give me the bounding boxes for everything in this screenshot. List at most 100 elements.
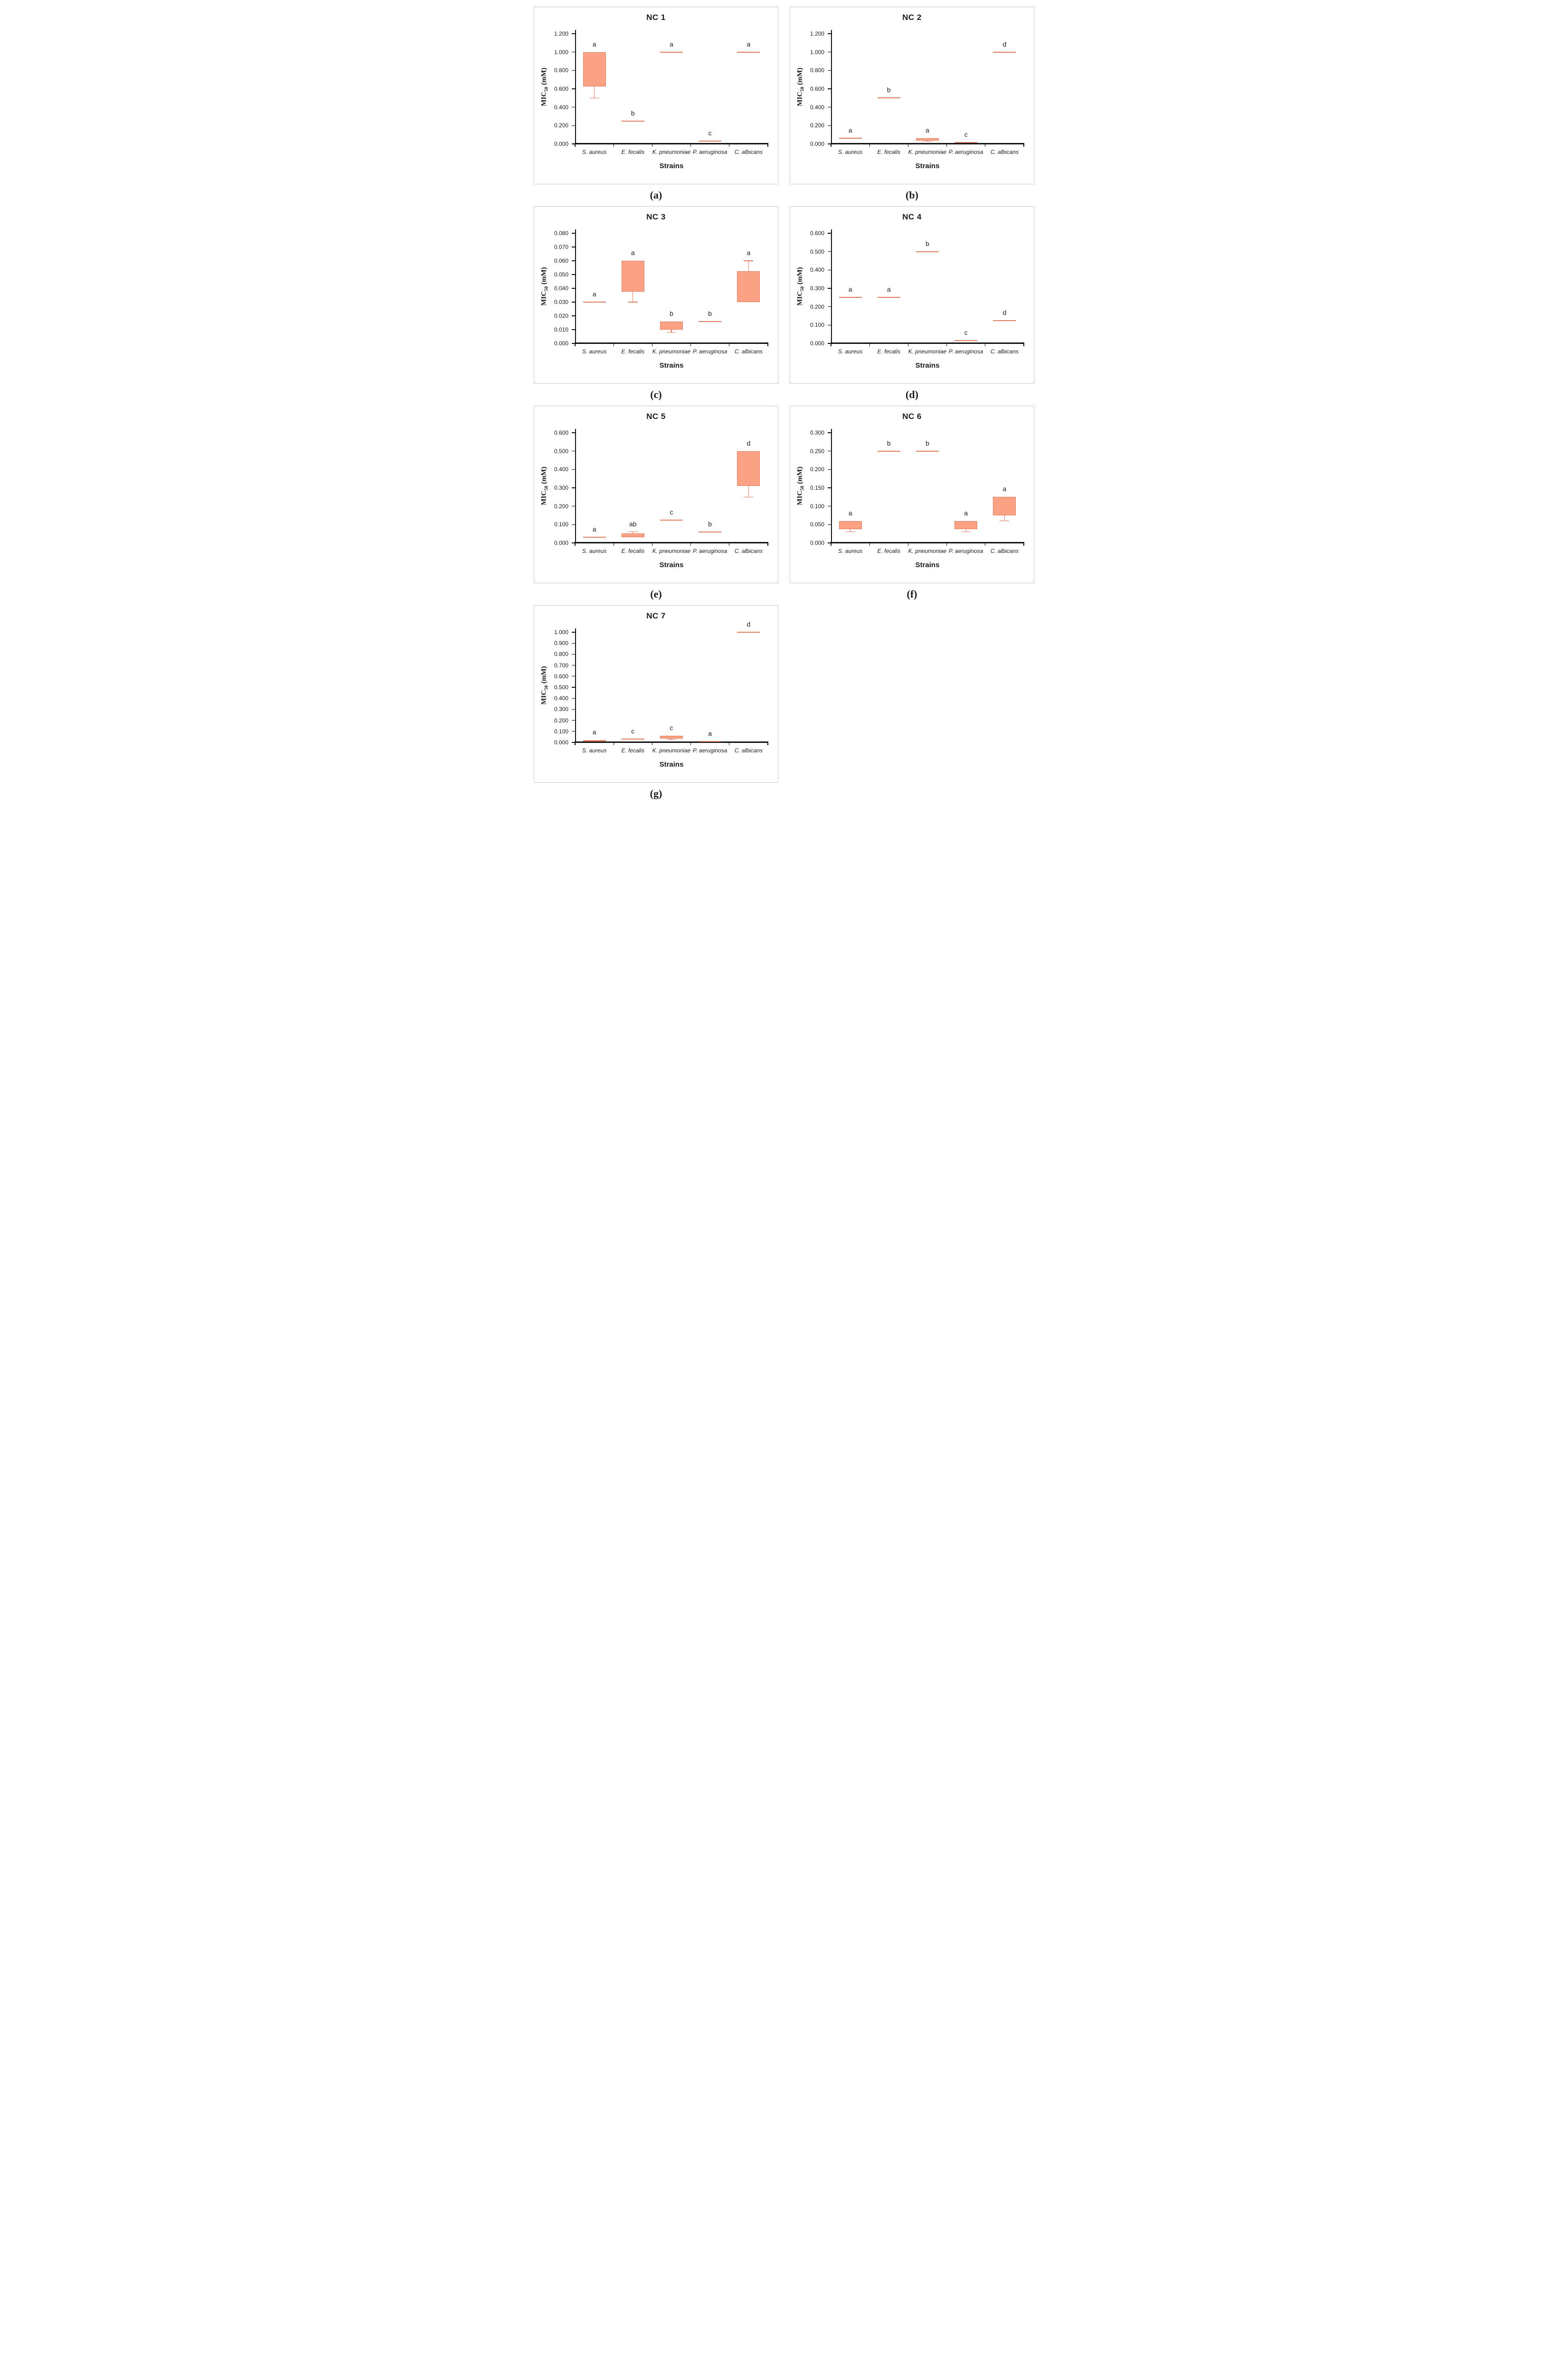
- x-axis-title: Strains: [659, 760, 684, 769]
- x-tick: [767, 343, 768, 346]
- x-axis-title: Strains: [915, 361, 940, 370]
- mic-line: [737, 51, 760, 53]
- strain-label: E. fecalis: [877, 149, 901, 155]
- sig-letter: b: [670, 309, 673, 317]
- mic-line: [916, 450, 939, 452]
- panel-caption: (g): [650, 788, 662, 799]
- panel-nc-5: NC 5 MIC50 (mM) 0.000 0.100 0.200 0.300 0.400 0…: [534, 406, 778, 583]
- x-tick: [946, 144, 947, 147]
- y-tick: [572, 260, 575, 261]
- y-tick-label: 0.100: [554, 728, 568, 735]
- x-tick: [946, 343, 947, 346]
- sig-letter: b: [926, 439, 929, 447]
- y-tick-label: 1.000: [554, 48, 568, 56]
- panel-caption: (c): [650, 389, 662, 400]
- y-tick-label: 0.000: [554, 540, 568, 546]
- y-tick-label: 0.400: [554, 466, 568, 473]
- y-tick: [572, 33, 575, 34]
- x-tick: [767, 742, 768, 745]
- mic-line: [583, 537, 606, 538]
- mic-line: [699, 321, 722, 322]
- y-tick-label: 0.600: [810, 229, 824, 237]
- x-tick: [869, 144, 870, 147]
- y-tick: [572, 125, 575, 126]
- panel-title: NC 5: [646, 412, 666, 421]
- strain-label: K. pneumoniae: [652, 348, 691, 355]
- strain-label: P. aeruginosa: [692, 149, 727, 155]
- y-tick-label: 0.080: [554, 230, 568, 237]
- panel-nc-4: NC 4 MIC50 (mM) 0.000 0.100 0.200 0.300 0.400 0…: [790, 206, 1034, 384]
- box: [737, 271, 760, 302]
- box: [954, 521, 978, 529]
- panel-nc-1: NC 1 MIC50 (mM) 0.000 0.200 0.400 0.600 0.800 1…: [534, 7, 778, 184]
- y-tick-label: 0.000: [810, 340, 824, 347]
- y-tick: [572, 274, 575, 275]
- sig-letter: a: [592, 40, 596, 48]
- y-tick-label: 0.800: [554, 67, 568, 74]
- mic-line: [993, 51, 1016, 53]
- x-axis-title: Strains: [659, 561, 684, 569]
- x-tick: [1023, 144, 1024, 147]
- strain-label: C. albicans: [734, 348, 763, 355]
- box: [839, 521, 862, 529]
- y-tick-label: 1.000: [554, 629, 568, 636]
- mic-line: [621, 738, 644, 740]
- y-tick-label: 0.020: [554, 313, 568, 319]
- mic-line: [954, 340, 978, 341]
- panel-cell-nc-2: NC 2 MIC50 (mM) 0.000 0.200 0.400 0.600 0.800 1…: [790, 7, 1034, 206]
- sig-letter: c: [964, 328, 968, 336]
- panel-nc-7: NC 7 MIC50 (mM) 0.000 0.100 0.200 0.300 0.400 0…: [534, 605, 778, 783]
- x-tick: [690, 543, 691, 546]
- strain-label: E. fecalis: [621, 548, 645, 554]
- x-axis-title: Strains: [915, 162, 940, 170]
- x-axis-line: [575, 542, 768, 543]
- y-axis-line: [575, 429, 576, 543]
- whisker-line: [594, 86, 595, 98]
- y-tick-label: 0.300: [554, 706, 568, 713]
- sig-letter: a: [1002, 485, 1007, 493]
- sig-letter: a: [848, 126, 852, 134]
- strain-label: C. albicans: [990, 548, 1019, 554]
- x-axis-title: Strains: [659, 162, 684, 170]
- y-tick-label: 1.000: [810, 48, 824, 56]
- mic-line: [877, 97, 900, 99]
- y-tick-label: 0.600: [554, 673, 568, 680]
- x-tick: [690, 144, 691, 147]
- panel-caption: (d): [906, 389, 918, 400]
- y-tick-label: 0.040: [554, 285, 568, 292]
- y-tick-label: 0.000: [554, 340, 568, 347]
- sig-letter: a: [926, 126, 929, 134]
- sig-letter: c: [670, 508, 673, 516]
- strain-label: P. aeruginosa: [948, 548, 983, 554]
- y-tick: [572, 432, 575, 433]
- sig-letter: a: [746, 249, 751, 256]
- sig-letter: a: [592, 290, 596, 298]
- y-tick-label: 0.000: [554, 141, 568, 147]
- x-axis-title: Strains: [659, 361, 684, 370]
- strain-label: C. albicans: [734, 747, 763, 754]
- y-tick-label: 0.700: [554, 662, 568, 669]
- strain-label: S. aureus: [582, 548, 607, 554]
- strain-label: K. pneumoniae: [652, 747, 691, 754]
- strain-label: E. fecalis: [621, 747, 645, 754]
- panel-title: NC 6: [902, 412, 922, 421]
- y-tick-label: 0.800: [810, 67, 824, 74]
- x-tick: [690, 343, 691, 346]
- y-tick: [828, 70, 831, 71]
- y-tick-label: 0.200: [810, 122, 824, 129]
- whisker-cap: [744, 260, 754, 261]
- y-tick: [572, 70, 575, 71]
- y-tick-label: 0.250: [810, 447, 824, 455]
- sig-letter: c: [964, 130, 968, 138]
- panel-title: NC 2: [902, 13, 922, 22]
- box: [583, 52, 606, 87]
- y-tick-label: 0.000: [554, 739, 568, 746]
- sig-letter: b: [887, 439, 891, 447]
- y-tick: [572, 329, 575, 330]
- strain-label: K. pneumoniae: [652, 548, 691, 554]
- y-tick-label: 0.200: [810, 303, 824, 310]
- sig-letter: a: [631, 249, 635, 256]
- x-axis-line: [575, 342, 768, 344]
- mic-line: [839, 138, 862, 139]
- strain-label: S. aureus: [582, 348, 607, 355]
